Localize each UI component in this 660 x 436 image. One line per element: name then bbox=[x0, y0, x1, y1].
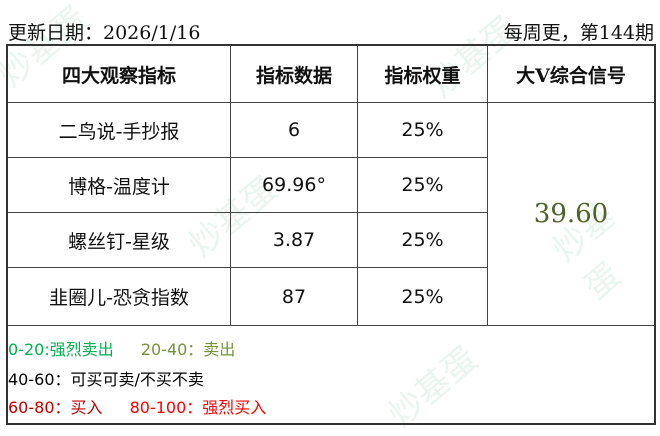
legend-neutral: 40-60：可买可卖/不买不卖 bbox=[8, 370, 204, 389]
column-header: 大V综合信号 bbox=[488, 46, 654, 103]
legend-buy: 60-80：买入 bbox=[8, 398, 103, 417]
column-header: 四大观察指标 bbox=[8, 46, 231, 103]
indicator-name: 螺丝钉-星级 bbox=[8, 213, 231, 268]
column-header: 指标数据 bbox=[231, 46, 358, 103]
indicator-value: 6 bbox=[231, 103, 358, 158]
legend-strong-buy: 80-100：强烈买入 bbox=[129, 398, 267, 417]
indicator-value: 3.87 bbox=[231, 213, 358, 268]
legend-sell: 20-40：卖出 bbox=[140, 340, 236, 359]
indicator-name: 韭圈儿-恐贪指数 bbox=[8, 268, 231, 326]
indicator-table: 四大观察指标 指标数据 指标权重 大V综合信号 二鸟说-手抄报 6 25% 博格… bbox=[6, 44, 656, 425]
indicator-name: 二鸟说-手抄报 bbox=[8, 103, 231, 158]
composite-signal: 39.60 bbox=[488, 103, 654, 326]
indicator-weight: 25% bbox=[358, 103, 488, 158]
indicator-value: 69.96° bbox=[231, 158, 358, 213]
issue-number: 每周更，第144期 bbox=[503, 22, 654, 44]
indicator-weight: 25% bbox=[358, 158, 488, 213]
indicator-weight: 25% bbox=[358, 213, 488, 268]
legend-line-3: 60-80：买入 80-100：强烈买入 bbox=[8, 394, 266, 418]
indicator-weight: 25% bbox=[358, 268, 488, 326]
column-header: 指标权重 bbox=[358, 46, 488, 103]
legend-strong-sell: 0-20:强烈卖出 bbox=[8, 340, 114, 359]
update-date: 更新日期：2026/1/16 bbox=[8, 22, 201, 44]
indicator-value: 87 bbox=[231, 268, 358, 326]
indicator-name: 博格-温度计 bbox=[8, 158, 231, 213]
legend-line-1: 0-20:强烈卖出 20-40：卖出 bbox=[8, 336, 235, 360]
